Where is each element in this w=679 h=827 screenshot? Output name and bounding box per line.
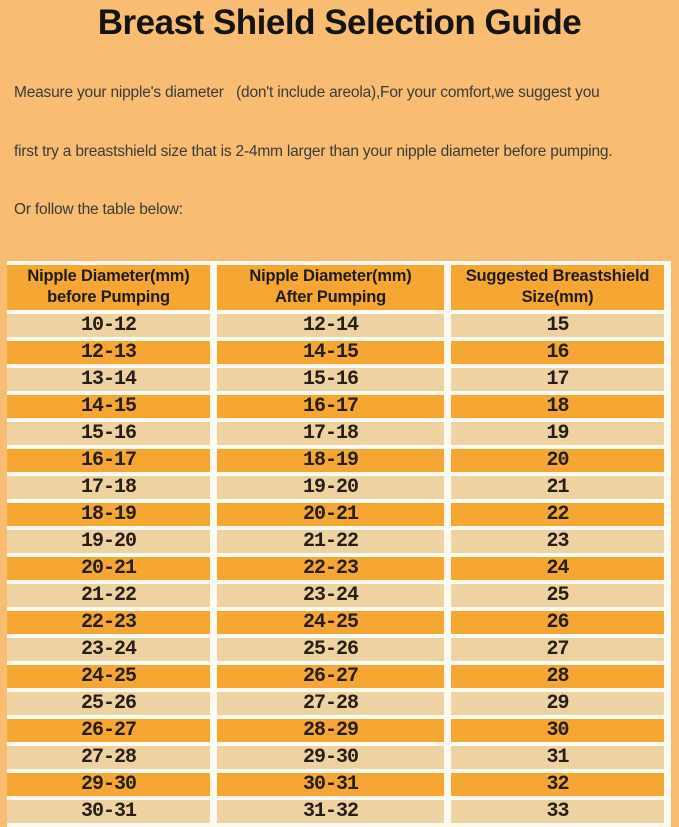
cell-before: 20-21 — [7, 556, 210, 580]
cell-size: 18 — [451, 394, 664, 418]
cell-before: 22-23 — [7, 610, 210, 634]
cell-after: 18-19 — [217, 448, 444, 472]
cell-size: 30 — [451, 718, 664, 742]
cell-size: 21 — [451, 475, 664, 499]
cell-after: 14-15 — [217, 340, 444, 364]
cell-before: 25-26 — [7, 691, 210, 715]
cell-after: 29-30 — [217, 745, 444, 769]
cell-size: 23 — [451, 529, 664, 553]
cell-before: 13-14 — [7, 367, 210, 391]
intro-text: Measure your nipple's diameter (don't in… — [14, 44, 671, 259]
cell-before: 30-31 — [7, 799, 210, 823]
cell-size: 16 — [451, 340, 664, 364]
guide-page: Breast Shield Selection Guide Measure yo… — [0, 3, 679, 827]
cell-size: 19 — [451, 421, 664, 445]
cell-size: 32 — [451, 772, 664, 796]
cell-size: 25 — [451, 583, 664, 607]
cell-before: 29-30 — [7, 772, 210, 796]
cell-before: 10-12 — [7, 313, 210, 337]
intro-line-2: first try a breastshield size that is 2-… — [14, 142, 613, 160]
cell-after: 31-32 — [217, 799, 444, 823]
cell-before: 27-28 — [7, 745, 210, 769]
cell-before: 16-17 — [7, 448, 210, 472]
col-header-diameter-before-pumping: Nipple Diameter(mm) before Pumping — [7, 264, 210, 310]
cell-after: 16-17 — [217, 394, 444, 418]
selection-table: Nipple Diameter(mm) before Pumping Nippl… — [7, 260, 671, 827]
cell-size: 22 — [451, 502, 664, 526]
col-header-diameter-after-pumping: Nipple Diameter(mm) After Pumping — [217, 264, 444, 310]
cell-after: 25-26 — [217, 637, 444, 661]
cell-after: 23-24 — [217, 583, 444, 607]
cell-before: 15-16 — [7, 421, 210, 445]
col-header-line: Nipple Diameter(mm) — [249, 267, 412, 285]
cell-before: 18-19 — [7, 502, 210, 526]
col-header-line: before Pumping — [47, 288, 170, 306]
cell-before: 17-18 — [7, 475, 210, 499]
cell-before: 12-13 — [7, 340, 210, 364]
cell-after: 24-25 — [217, 610, 444, 634]
col-header-line: Nipple Diameter(mm) — [27, 267, 190, 285]
cell-after: 21-22 — [217, 529, 444, 553]
cell-before: 19-20 — [7, 529, 210, 553]
col-header-line: After Pumping — [274, 288, 387, 306]
cell-before: 21-22 — [7, 583, 210, 607]
cell-after: 20-21 — [217, 502, 444, 526]
cell-after: 19-20 — [217, 475, 444, 499]
col-header-line: Suggested Breastshield — [465, 267, 650, 285]
page-title: Breast Shield Selection Guide — [97, 3, 582, 42]
cell-size: 20 — [451, 448, 664, 472]
cell-after: 27-28 — [217, 691, 444, 715]
intro-line-3: Or follow the table below: — [14, 201, 183, 218]
cell-before: 26-27 — [7, 718, 210, 742]
cell-size: 28 — [451, 664, 664, 688]
cell-after: 22-23 — [217, 556, 444, 580]
cell-after: 17-18 — [217, 421, 444, 445]
cell-after: 30-31 — [217, 772, 444, 796]
cell-size: 31 — [451, 745, 664, 769]
cell-after: 15-16 — [217, 367, 444, 391]
cell-size: 33 — [451, 799, 664, 823]
col-header-suggested-size: Suggested Breastshield Size(mm) — [451, 264, 664, 310]
cell-after: 28-29 — [217, 718, 444, 742]
cell-size: 17 — [451, 367, 664, 391]
cell-size: 26 — [451, 610, 664, 634]
cell-size: 27 — [451, 637, 664, 661]
cell-size: 15 — [451, 313, 664, 337]
col-header-line: Size(mm) — [521, 288, 594, 306]
cell-size: 24 — [451, 556, 664, 580]
cell-after: 12-14 — [217, 313, 444, 337]
cell-before: 23-24 — [7, 637, 210, 661]
cell-size: 29 — [451, 691, 664, 715]
cell-before: 14-15 — [7, 394, 210, 418]
cell-before: 24-25 — [7, 664, 210, 688]
intro-line-1: Measure your nipple's diameter (don't in… — [14, 84, 600, 101]
cell-after: 26-27 — [217, 664, 444, 688]
